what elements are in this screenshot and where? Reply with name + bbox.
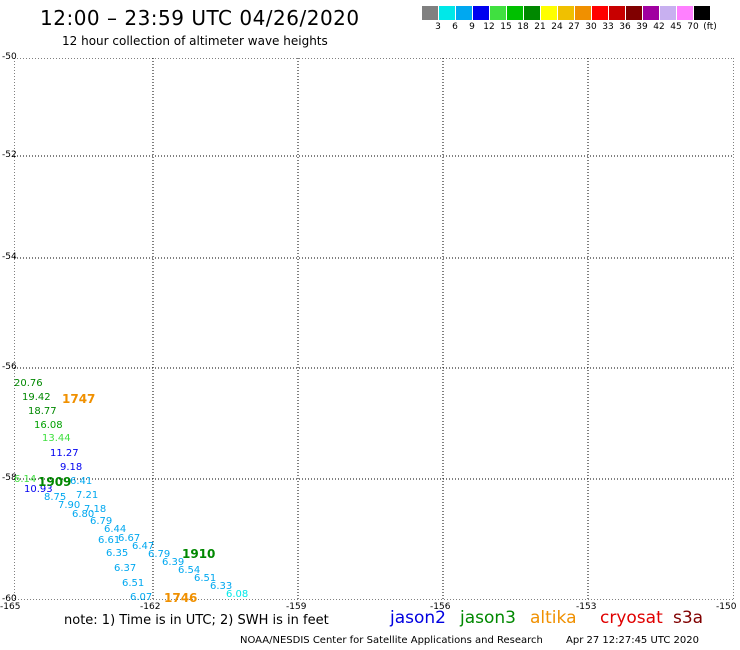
swh-value: 18.77 — [28, 406, 57, 417]
satellite-cryosat: cryosat — [600, 608, 663, 628]
swh-value: 11.27 — [50, 448, 79, 459]
swh-value: 7.18 — [84, 504, 107, 515]
legend-label: 3 — [435, 22, 441, 32]
lat-label: -60 — [2, 594, 17, 604]
orbit-number: 1909 — [38, 475, 72, 489]
swh-value: 16.08 — [34, 420, 63, 431]
legend-label: 39 — [636, 22, 648, 32]
legend-label: (ft) — [703, 22, 717, 32]
swh-value: 6.51 — [122, 578, 145, 589]
lat-label: -54 — [2, 252, 17, 262]
lon-label: -150 — [716, 602, 737, 612]
lat-label: -56 — [2, 362, 17, 372]
legend-swatch — [575, 6, 592, 20]
swh-value: 7.90 — [58, 500, 81, 511]
legend-swatch — [592, 6, 609, 20]
swh-value: 19.42 — [22, 392, 51, 403]
swh-value: 6.37 — [114, 563, 137, 574]
legend-swatch — [439, 6, 456, 20]
lon-label: -165 — [0, 602, 21, 612]
legend-label: 15 — [500, 22, 512, 32]
legend-label: 6 — [452, 22, 458, 32]
map-plot — [14, 58, 734, 600]
legend-label: 45 — [670, 22, 682, 32]
legend-swatch — [422, 6, 439, 20]
swh-value: 8.75 — [44, 492, 67, 503]
legend-label: 18 — [517, 22, 529, 32]
lat-label: -58 — [2, 473, 17, 483]
legend-swatch — [660, 6, 677, 20]
swh-value: 7.21 — [76, 490, 99, 501]
swh-value: 6.07 — [130, 592, 153, 603]
swh-value: 13.44 — [42, 433, 71, 444]
swh-value: 6.79 — [148, 549, 171, 560]
swh-value: 6.41 — [70, 476, 93, 487]
swh-value: 6.33 — [210, 581, 233, 592]
orbit-number: 1747 — [62, 392, 96, 406]
swh-value: 6.61 — [98, 535, 121, 546]
swh-value: 6.08 — [226, 589, 249, 600]
lon-label: -156 — [430, 602, 451, 612]
lat-label: -50 — [2, 52, 17, 62]
page-title: 12:00 – 23:59 UTC 04/26/2020 — [40, 6, 360, 30]
lon-label: -162 — [140, 602, 161, 612]
swh-value: 6.80 — [72, 509, 95, 520]
legend-swatch — [541, 6, 558, 20]
legend-label: 21 — [534, 22, 546, 32]
legend-swatch — [507, 6, 524, 20]
legend-swatch — [473, 6, 490, 20]
footnote: note: 1) Time is in UTC; 2) SWH is in fe… — [64, 613, 329, 628]
swh-value: 6.14 — [14, 474, 37, 485]
satellite-jason3: jason3 — [460, 608, 516, 628]
swh-value: 10.93 — [24, 484, 53, 495]
swh-value: 6.35 — [106, 548, 129, 559]
orbit-number: 1746 — [164, 591, 198, 605]
credit-line: NOAA/NESDIS Center for Satellite Applica… — [240, 635, 543, 646]
legend-label: 42 — [653, 22, 665, 32]
lat-label: -52 — [2, 150, 17, 160]
legend-swatch — [490, 6, 507, 20]
legend-swatch — [558, 6, 575, 20]
legend-swatch — [677, 6, 694, 20]
satellite-altika: altika — [530, 608, 577, 628]
legend-label: 27 — [568, 22, 580, 32]
swh-value: 6.47 — [132, 541, 155, 552]
orbit-number: 1910 — [182, 547, 216, 561]
legend-swatch — [694, 6, 711, 20]
legend-label: 12 — [483, 22, 495, 32]
lon-label: -153 — [576, 602, 597, 612]
swh-value: 6.44 — [104, 524, 127, 535]
legend-swatch — [456, 6, 473, 20]
legend-swatch — [524, 6, 541, 20]
swh-value: 6.39 — [162, 557, 185, 568]
plot-border — [14, 58, 734, 600]
legend-label: 36 — [619, 22, 631, 32]
swh-value: 20.76 — [14, 378, 43, 389]
lon-label: -159 — [286, 602, 307, 612]
legend-swatch — [626, 6, 643, 20]
swh-value: 9.18 — [60, 462, 83, 473]
swh-value: 6.51 — [194, 573, 217, 584]
timestamp: Apr 27 12:27:45 UTC 2020 — [566, 635, 699, 646]
legend-swatch — [643, 6, 660, 20]
legend-label: 9 — [469, 22, 475, 32]
legend-swatch — [609, 6, 626, 20]
swh-value: 6.54 — [178, 565, 201, 576]
legend-label: 24 — [551, 22, 563, 32]
satellite-s3a: s3a — [673, 608, 704, 628]
swh-value: 6.67 — [118, 533, 141, 544]
swh-value: 6.79 — [90, 516, 113, 527]
legend-label: 30 — [585, 22, 597, 32]
satellite-jason2: jason2 — [390, 608, 446, 628]
color-legend-labels: 3 6 9 12 15 18 21 24 27 30 33 36 39 42 45 70 (ft) — [422, 22, 740, 34]
page-subtitle: 12 hour collection of altimeter wave hei… — [62, 34, 328, 48]
color-legend — [422, 6, 711, 20]
legend-label: 70 — [687, 22, 699, 32]
legend-label: 33 — [602, 22, 614, 32]
